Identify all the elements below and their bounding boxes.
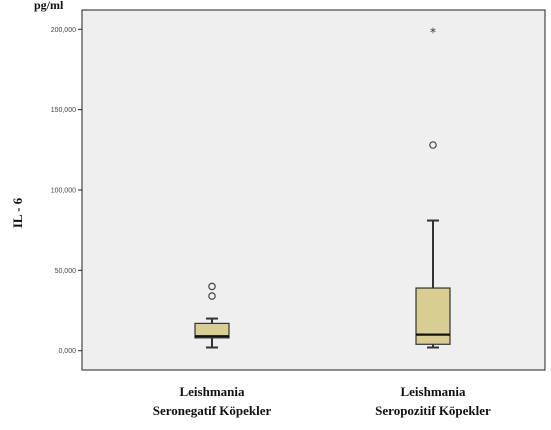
category-labels: Leishmania Seronegatif Köpekler Leishmania…: [153, 384, 491, 418]
box-1-iqr: [415, 287, 451, 345]
y-tick-label-3: 150,000: [51, 107, 76, 114]
category-1-line2: Seropozitif Köpekler: [375, 403, 491, 418]
category-0-line2: Seronegatif Köpekler: [153, 403, 272, 418]
boxes: *: [194, 26, 451, 349]
box-0-outlier-1: [208, 282, 216, 291]
box-1-outlier-0: [429, 141, 437, 149]
category-0-line1: Leishmania: [179, 384, 245, 399]
y-tick-label-4: 200,000: [51, 27, 76, 34]
y-axis-label: IL - 6: [10, 197, 25, 228]
y-axis-ticks: 0,000 50,000 100,000 150,000 200,000: [51, 27, 82, 355]
y-tick-label-2: 100,000: [51, 188, 76, 195]
y-tick-label-0: 0,000: [58, 348, 76, 355]
category-1-line1: Leishmania: [400, 384, 466, 399]
box-0-outlier-0: [208, 292, 216, 300]
box-1-outlier-star-1: *: [430, 26, 436, 40]
y-tick-label-1: 50,000: [55, 268, 77, 275]
y-unit-label: pg/ml: [34, 0, 64, 12]
box-0-iqr: [194, 322, 230, 339]
plot-area: [81, 9, 546, 371]
